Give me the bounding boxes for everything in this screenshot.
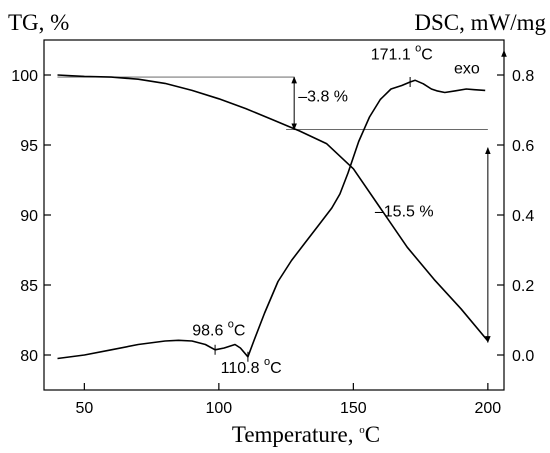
data-series (57, 74, 489, 360)
x-axis-title-unit: C (365, 422, 380, 447)
annotation-text: –15.5 % (375, 203, 434, 220)
x-tick-label: 150 (340, 400, 367, 417)
y-left-tick-label: 85 (20, 278, 38, 295)
y-left-tick-label: 95 (20, 138, 38, 155)
y-right-tick-label: 0.0 (512, 348, 534, 365)
right-axis-title: DSC, mW/mg (414, 10, 546, 35)
annotation-text: 171.1 (371, 47, 415, 64)
annotation-text: –3.8 % (298, 89, 348, 106)
y-right-tick-label: 0.8 (512, 68, 534, 85)
axis-ticks: 50 100 150 200 80 85 90 95 100 0.0 0.2 0.4 0.6 0.8 (11, 68, 534, 417)
x-axis-title-text: Temperature, (232, 422, 359, 447)
annotation-degree: o (228, 318, 234, 330)
x-tick-label: 50 (75, 400, 93, 417)
annotation-label: –3.8 % (298, 89, 348, 106)
annotation-unit: C (421, 47, 433, 64)
annotation-unit: C (234, 322, 246, 339)
y-left-tick-label: 90 (20, 208, 38, 225)
x-tick-label: 200 (475, 400, 502, 417)
left-axis-title: TG, % (8, 10, 69, 35)
y-left-tick-label: 100 (11, 68, 38, 85)
annotation-label: 110.8 oC (221, 356, 282, 377)
dsc-curve (57, 79, 486, 360)
y-right-tick-label: 0.6 (512, 138, 534, 155)
y-left-tick-label: 80 (20, 348, 38, 365)
peak-markers (214, 77, 411, 362)
x-axis-title-degree: o (359, 424, 365, 436)
annotation-text: exo (454, 61, 480, 78)
annotation-degree: o (264, 356, 270, 368)
annotation-label: –15.5 % (375, 203, 434, 220)
y-right-tick-label: 0.4 (512, 208, 534, 225)
reference-lines (57, 76, 488, 131)
tg-curve (57, 74, 489, 342)
annotation-label: exo (454, 61, 480, 78)
annotation-text: 98.6 (192, 322, 228, 339)
annotation-degree: o (415, 43, 421, 55)
x-axis-title: Temperature, oC (232, 422, 380, 447)
arrows (291, 49, 507, 344)
x-tick-label: 100 (206, 400, 233, 417)
plot-frame (43, 39, 505, 391)
annotation-unit: C (270, 360, 282, 377)
annotation-text: 110.8 (221, 360, 264, 377)
annotation-label: 98.6 oC (192, 318, 245, 339)
y-right-tick-label: 0.2 (512, 278, 534, 295)
annotation-label: 171.1 oC (371, 43, 433, 64)
